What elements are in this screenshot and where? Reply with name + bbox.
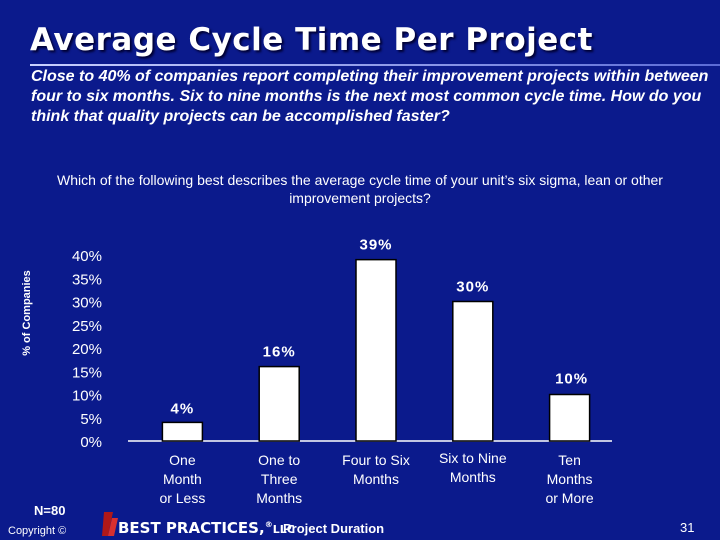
x-tick-label: Six to Nine Months [439,450,507,485]
brand-logo-icon [102,512,118,536]
x-tick-label-line: Months [256,490,302,506]
bar [452,300,494,442]
x-tick-label-line: or More [545,490,593,506]
x-tick-label-line: Months [547,471,593,487]
x-tick-label-line: Six to Nine [439,450,507,466]
x-tick-label: Ten Months or More [545,452,593,506]
data-label: 10% [555,371,588,388]
x-tick-label-line: Months [450,469,496,485]
y-axis-label: % of Companies [21,270,33,356]
page-number: 31 [680,520,695,535]
copyright-text: Copyright © [8,525,67,537]
y-tick-label: 40% [72,248,102,265]
x-tick-label-line: or Less [159,490,205,506]
x-tick-label: One to Three Months [256,452,302,506]
x-tick-label: One Month or Less [159,452,205,506]
brand-text: BEST PRACTICES [118,519,259,537]
brand-separator: , [258,519,265,537]
x-tick-label-line: Three [261,471,298,487]
x-tick-label-line: Month [163,471,202,487]
y-tick-label: 0% [80,434,102,451]
slide-subtitle: Close to 40% of companies report complet… [31,68,709,125]
sample-size: N=80 [34,503,66,518]
x-tick-label-line: Ten [558,452,581,468]
y-tick-label: 20% [72,341,102,358]
y-tick-label: 5% [80,411,102,428]
title-underline [30,64,720,66]
y-tick-label: 15% [72,364,102,381]
x-tick-label: Four to Six Months [342,452,410,487]
bar [355,258,397,442]
survey-question: Which of the following best describes th… [57,172,663,206]
y-tick-label: 25% [72,318,102,335]
bar [161,421,204,442]
x-tick-label-line: Four to Six [342,452,410,468]
y-tick-label: 35% [72,271,102,288]
bar [548,393,591,442]
x-tick-label-line: One [169,452,196,468]
y-tick-label: 30% [72,295,102,312]
bar [258,365,300,442]
data-label: 39% [359,237,392,254]
data-label: 16% [263,344,296,361]
y-tick-label: 10% [72,388,102,405]
data-label: 4% [171,400,195,417]
x-tick-label-line: Months [353,471,399,487]
brand-name: BEST PRACTICES,®LLC [118,519,295,537]
x-tick-label-line: One to [258,452,300,468]
registered-mark: ® [264,520,273,529]
data-label: 30% [456,279,489,296]
x-axis-label: Project Duration [283,521,385,536]
brand-suffix: LLC [272,523,295,536]
slide-title: Average Cycle Time Per Project [30,22,593,58]
